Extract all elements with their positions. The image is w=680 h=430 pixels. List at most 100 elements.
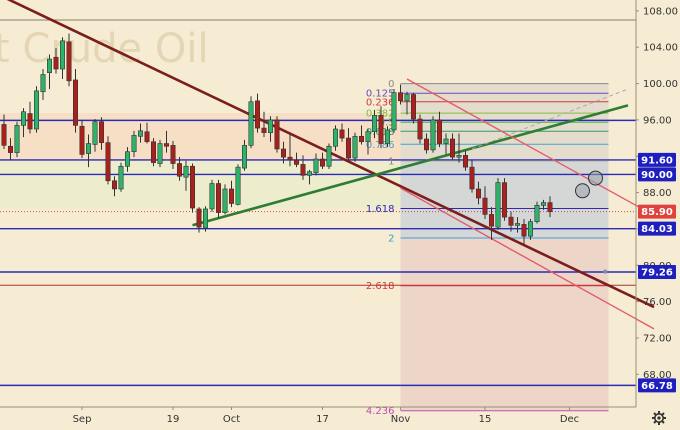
candle-body [300,164,306,176]
candle-body [339,129,345,139]
fib-level-label: 0 [388,79,394,90]
fib-level-label: 4.236 [366,406,395,417]
x-tick-label: 19 [167,414,180,425]
target-dot [603,269,608,274]
gear-icon[interactable] [652,411,666,425]
x-tick-label: Sep [73,414,92,425]
fib-level-label: 0.125 [366,89,395,100]
x-tick-label: 17 [316,414,329,425]
price-label-text: 91.60 [641,155,673,166]
y-tick-label: 100.00 [643,79,678,90]
candle-body [449,138,455,158]
candle-body [488,214,494,227]
fib-level-label: 0.382 [366,109,395,120]
x-tick-label: Dec [560,414,579,425]
candle-body [378,115,384,144]
candle-body [1,124,7,146]
candle-body [423,138,429,151]
price-label-box [638,152,676,167]
candle-body [216,183,222,213]
price-label-text: 79.26 [641,267,673,278]
candle-body [27,113,33,130]
fib-level-label: 1.618 [366,204,395,215]
candle-body [14,125,20,153]
price-label-text: 85.90 [641,207,673,218]
candle-body [209,183,215,210]
candle-body [177,163,183,177]
chart-title: t Crude Oil [0,26,209,72]
price-label-box [638,204,676,219]
candle-body [404,94,410,102]
candle-body [8,145,14,153]
candle-body [547,202,553,212]
candle-body [92,121,98,145]
candle-body [501,182,507,218]
candle-body [53,56,59,70]
candle-body [456,155,462,158]
fib-level-label: 1 [388,156,394,167]
candle-body [267,119,273,133]
price-label-box [638,221,676,236]
candle-body [430,119,436,151]
price-label-text: 66.78 [641,381,673,392]
candle-body [371,115,377,133]
price-label-box [638,264,676,279]
candle-body [229,188,235,204]
candle-body [306,171,312,176]
price-label-text: 90.00 [641,170,673,181]
candle-body [144,131,150,143]
y-tick-label: 96.00 [643,115,672,126]
candle-body [46,58,52,73]
price-label-box [638,378,676,393]
candle-body [443,138,449,144]
y-tick-label: 76.00 [643,297,672,308]
candle-body [527,221,533,237]
y-tick-label: 68.00 [643,370,672,381]
candle-body [33,90,39,130]
candle-body [261,127,267,133]
trendline [192,104,629,227]
candle-body [105,142,111,182]
candle-body [73,79,79,126]
candle-body [508,216,514,226]
channel-line [400,187,655,330]
candle-body [397,92,403,102]
candle-body [319,158,325,167]
candle-body [170,145,176,164]
candle-body [352,135,358,159]
candle-body [384,129,390,144]
signal-marker [575,183,590,199]
fib-level-label: 0.236 [366,97,395,108]
candle-body [125,151,131,167]
candle-body [59,40,65,70]
candle-body [138,130,144,137]
candle-body [222,188,228,213]
candle-body [495,182,501,228]
candle-body [287,156,293,161]
candle-body [332,128,338,147]
signal-marker [588,170,603,186]
candle-body [196,208,202,228]
channel-line [406,78,655,216]
y-tick-label: 104.00 [643,43,678,54]
candle-body [293,159,299,165]
candle-body [151,141,157,163]
candle-body [66,41,72,82]
candle-body [410,94,416,120]
candle-body [235,166,241,205]
candle-body [112,180,118,190]
candle-body [248,101,254,146]
x-tick-label: 15 [479,414,492,425]
price-label-box [638,167,676,182]
x-tick-label: Oct [223,414,240,425]
candle-body [183,165,189,178]
candle-body [118,165,124,190]
candle-body [86,143,92,154]
candle-body [482,197,488,215]
candle-body [358,135,364,143]
candle-body [164,143,170,147]
y-tick-label: 72.00 [643,333,672,344]
fib-zone-box-lower [400,238,609,411]
